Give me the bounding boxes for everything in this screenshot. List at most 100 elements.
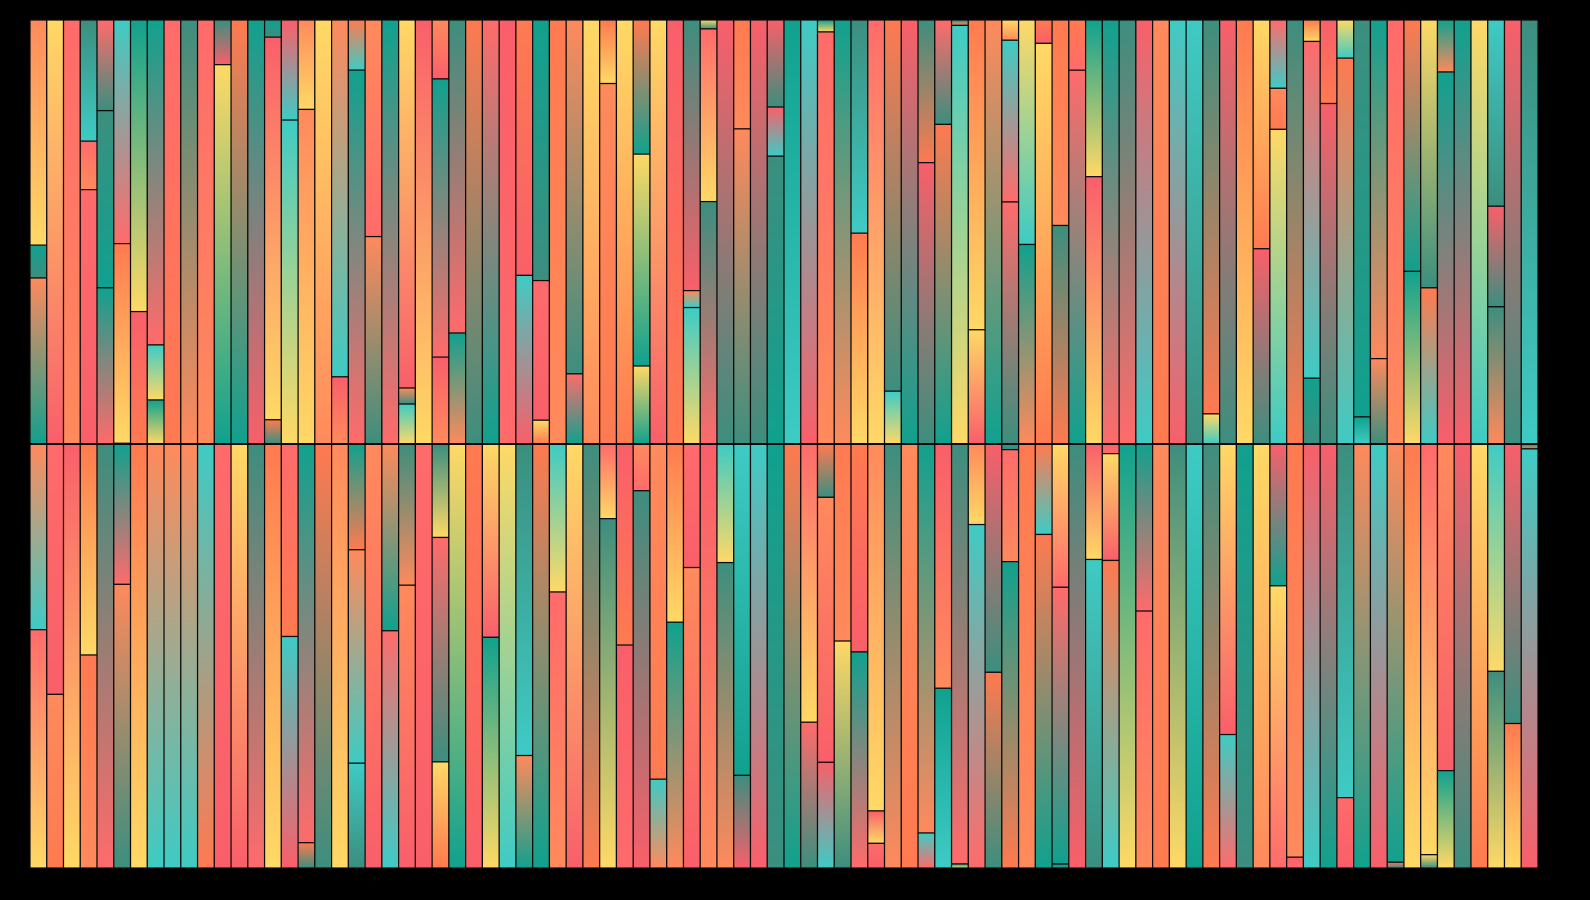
stripe-segment (699, 443, 718, 869)
stripe-segment (934, 443, 953, 689)
stripe-segment (615, 19, 634, 445)
stripe-segment (1269, 585, 1288, 869)
stripe-segment (331, 19, 349, 378)
stripe-segment (347, 69, 366, 445)
stripe-segment (867, 19, 886, 445)
stripe-segment (1336, 57, 1355, 445)
stripe-segment (280, 119, 299, 445)
stripe-segment (1386, 443, 1405, 863)
stripe-segment (79, 19, 98, 142)
stripe-segment (498, 19, 517, 445)
stripe-segment (800, 19, 819, 445)
stripe-segment (1420, 854, 1439, 869)
stripe-segment (331, 376, 349, 445)
stripe-segment (766, 19, 785, 108)
stripe-segment (867, 842, 886, 869)
stripe-segment (967, 19, 986, 331)
stripe-segment (1286, 19, 1305, 445)
stripe-segment (1302, 40, 1321, 379)
stripe-segment (96, 19, 115, 112)
stripe-segment (79, 140, 98, 191)
stripe-segment (1302, 19, 1321, 43)
stripe-segment (1051, 19, 1070, 227)
stripe-segment (800, 443, 819, 723)
stripe-segment (381, 19, 400, 445)
stripe-segment (515, 754, 534, 869)
stripe-segment (632, 19, 651, 155)
stripe-segment (599, 82, 618, 445)
stripe-segment (867, 443, 886, 812)
stripe-segment (515, 443, 534, 757)
stripe-segment (1353, 443, 1372, 869)
stripe-segment (314, 19, 333, 445)
stripe-segment (699, 19, 718, 30)
stripe-segment (850, 19, 869, 234)
stripe-segment (113, 19, 132, 245)
stripe-segment (431, 443, 450, 539)
stripe-segment (816, 443, 835, 498)
stripe-segment (1269, 443, 1288, 587)
stripe-segment (733, 774, 752, 869)
stripe-segment (599, 443, 618, 520)
stripe-segment (431, 536, 450, 763)
stripe-segment (548, 19, 567, 445)
stripe-segment (1051, 586, 1070, 865)
stripe-segment (96, 287, 115, 445)
stripe-segment (62, 443, 81, 869)
stripe-segment (1487, 306, 1506, 445)
stripe-segment (1436, 71, 1455, 445)
stripe-segment (1202, 443, 1221, 869)
stripe-segment (1286, 856, 1305, 869)
stripe-segment (247, 443, 266, 869)
stripe-segment (1135, 443, 1154, 612)
stripe-segment (749, 443, 768, 869)
stripe-segment (733, 443, 752, 776)
stripe-segment (431, 761, 450, 869)
stripe-segment (280, 19, 299, 121)
stripe-segment (1001, 449, 1020, 563)
stripe-segment (1487, 670, 1506, 869)
stripe-segment (1152, 19, 1170, 445)
stripe-segment (29, 443, 48, 631)
stripe-segment (381, 630, 400, 869)
stripe-segment (381, 443, 400, 632)
stripe-segment (46, 443, 65, 695)
stripe-segment (196, 443, 215, 869)
stripe-segment (1084, 19, 1103, 178)
stripe-segment (1487, 443, 1506, 672)
stripe-segment (1168, 443, 1187, 869)
stripe-segment (1319, 443, 1338, 869)
stripe-segment (934, 687, 953, 869)
stripe-segment (833, 19, 852, 445)
stripe-segment (850, 651, 869, 869)
stripe-segment (515, 274, 534, 445)
stripe-segment (113, 443, 132, 585)
stripe-segment (1470, 443, 1489, 869)
stripe-segment (213, 64, 232, 445)
stripe-segment (96, 443, 115, 869)
stripe-segment (599, 518, 618, 869)
stripe-segment (900, 443, 919, 869)
stripe-segment (548, 591, 567, 869)
stripe-segment (532, 419, 551, 445)
stripe-segment (1302, 377, 1321, 445)
stripe-segment (297, 19, 316, 111)
stripe-segment (1319, 19, 1338, 105)
stripe-segment (263, 443, 282, 869)
stripe-segment (1420, 19, 1439, 289)
stripe-segment (1168, 19, 1187, 445)
stripe-segment (1436, 19, 1455, 73)
stripe-segment (582, 19, 601, 445)
stripe-segment (1403, 270, 1422, 445)
stripe-segment (1470, 19, 1489, 445)
stripe-segment (96, 110, 115, 289)
stripe-segment (649, 778, 668, 869)
stripe-segment (548, 443, 567, 593)
stripe-segment (766, 106, 785, 157)
stripe-segment (816, 19, 835, 33)
stripe-segment (498, 443, 517, 869)
stripe-segment (1235, 19, 1254, 445)
stripe-segment (934, 19, 953, 126)
stripe-segment (1034, 42, 1053, 445)
